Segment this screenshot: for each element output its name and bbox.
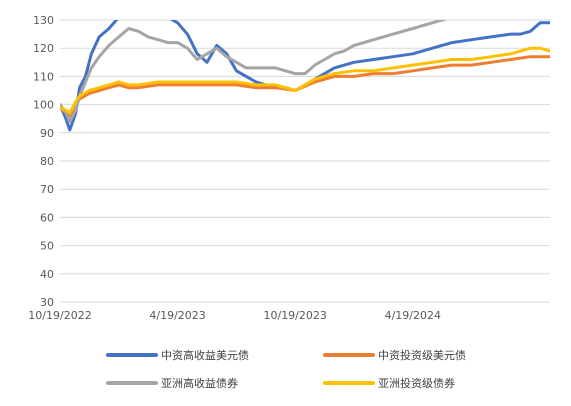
y-tick-label: 40 [40, 268, 54, 281]
x-axis-ticks: 10/19/2022 4/19/2023 10/19/2023 4/19/2024 [28, 309, 441, 322]
legend-label: 亚洲投资级债券 [378, 376, 455, 390]
y-tick-label: 80 [40, 155, 54, 168]
gridlines [60, 19, 550, 303]
x-tick-label: 10/19/2023 [263, 309, 326, 322]
series-line-1 [60, 20, 550, 132]
y-tick-label: 60 [40, 211, 54, 224]
series-line-4 [60, 46, 550, 115]
series-line-2 [60, 55, 550, 118]
y-tick-label: 30 [40, 296, 54, 309]
y-tick-label: 110 [33, 70, 54, 83]
legend-label: 亚洲高收益债券 [161, 376, 238, 390]
y-tick-label: 90 [40, 127, 54, 140]
x-tick-label: 10/19/2022 [28, 309, 91, 322]
y-tick-label: 100 [33, 99, 54, 112]
legend-label: 中资高收益美元债 [161, 348, 249, 362]
series-line-3 [60, 20, 448, 123]
y-axis-ticks: 30 40 50 60 70 80 90 100 110 120 130 [33, 14, 54, 309]
y-tick-label: 120 [33, 42, 54, 55]
y-tick-label: 50 [40, 240, 54, 253]
y-tick-label: 70 [40, 183, 54, 196]
x-tick-label: 4/19/2023 [149, 309, 205, 322]
x-tick-label: 4/19/2024 [385, 309, 441, 322]
legend-label: 中资投资级美元债 [378, 348, 466, 362]
series-lines [60, 20, 550, 132]
y-tick-label: 130 [33, 14, 54, 27]
